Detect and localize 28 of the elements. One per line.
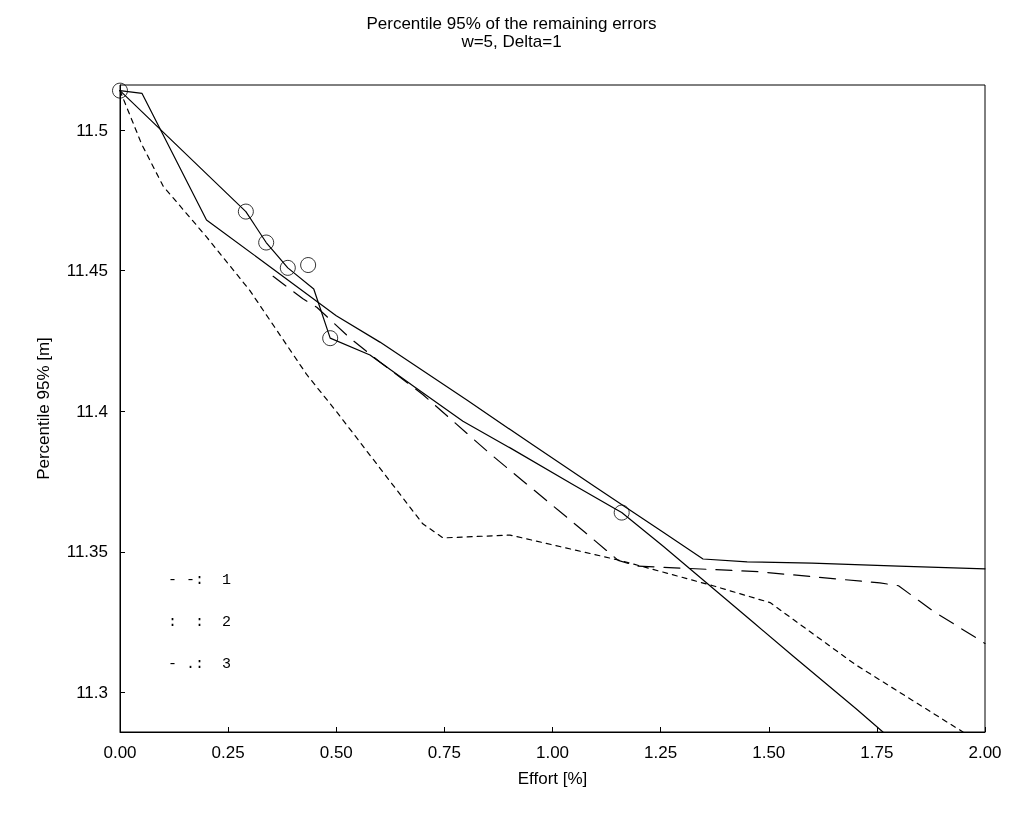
point bbox=[613, 504, 630, 521]
point bbox=[237, 203, 254, 220]
x-tick-label: 1.50 bbox=[752, 743, 786, 762]
y-tick-label: 11.45 bbox=[66, 261, 108, 281]
x-tick-label: 1.25 bbox=[644, 743, 678, 762]
point bbox=[300, 257, 317, 274]
point bbox=[279, 259, 296, 276]
x-tick-label: 1.75 bbox=[860, 743, 894, 762]
point bbox=[112, 82, 128, 99]
y-tick-label: 11.3 bbox=[76, 683, 108, 703]
y-tick-label: 11.4 bbox=[76, 401, 108, 421]
x-tick-label: 0.25 bbox=[211, 743, 245, 762]
x-axis-title: Effort [%] bbox=[517, 769, 588, 788]
x-tick-label: 2.00 bbox=[968, 743, 1002, 762]
annotation: - .: 3 bbox=[168, 656, 232, 673]
annotation: - -: 1 bbox=[168, 572, 232, 589]
y-tick-label: 11.5 bbox=[76, 120, 108, 140]
chart-subtitle: w=5, Delta=1 bbox=[460, 32, 562, 51]
x-tick-label: 1.00 bbox=[535, 743, 570, 762]
x-tick-label: 0.00 bbox=[103, 743, 137, 762]
chart-title: Percentile 95% of the remaining errors bbox=[366, 14, 657, 33]
y-tick-label: 11.35 bbox=[66, 542, 108, 562]
point bbox=[258, 234, 275, 251]
x-tick-label: 0.75 bbox=[427, 743, 461, 762]
annotation: : : 2 bbox=[168, 614, 232, 631]
x-tick-label: 0.50 bbox=[319, 743, 353, 762]
y-axis-title: Percentile 95% [m] bbox=[34, 337, 53, 480]
point bbox=[322, 330, 339, 347]
